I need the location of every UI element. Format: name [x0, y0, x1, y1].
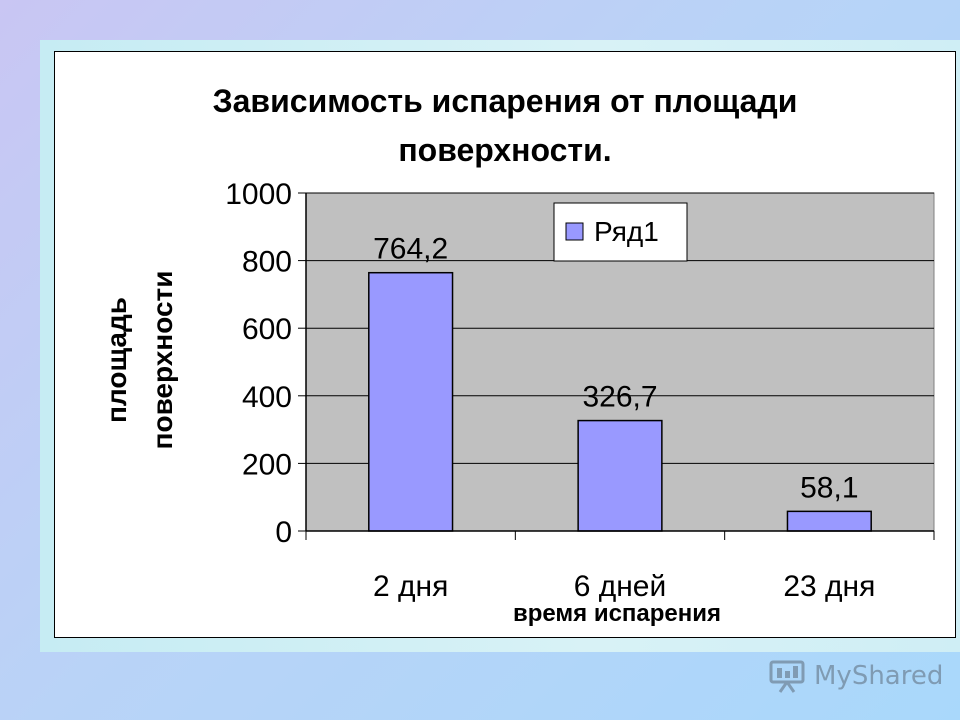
- x-tick-label: 6 дней: [574, 570, 667, 603]
- x-axis-label: время испарения: [513, 600, 721, 627]
- presentation-icon: [769, 660, 805, 693]
- bar: [577, 419, 663, 532]
- bars: [368, 271, 872, 532]
- bar-data-label: 764,2: [373, 233, 448, 266]
- bar: [786, 510, 872, 532]
- y-tick-label: 400: [242, 381, 292, 414]
- x-tick-label: 2 дня: [373, 570, 448, 603]
- x-tick-label: 23 дня: [783, 570, 875, 603]
- data-labels: 764,2 326,7 58,1: [373, 233, 858, 505]
- y-tick-label: 1000: [225, 178, 292, 211]
- y-tick-label: 600: [242, 313, 292, 346]
- legend-series-label: Ряд1: [594, 216, 659, 247]
- y-tick-labels: 0 200 400 600 800 1000: [225, 178, 292, 549]
- legend: Ряд1: [553, 202, 688, 262]
- bar-data-label: 326,7: [582, 381, 657, 414]
- chart-title-line-2: поверхности.: [398, 132, 611, 168]
- y-axis-label-line-1: площадь: [101, 297, 132, 423]
- x-tick-labels: 2 дня 6 дней 23 дня: [373, 570, 875, 603]
- chart-title-line-1: Зависимость испарения от площади: [213, 83, 798, 119]
- y-tick-label: 800: [242, 246, 292, 279]
- bar: [368, 271, 454, 532]
- bar-data-label: 58,1: [800, 471, 858, 504]
- y-tick-label: 200: [242, 448, 292, 481]
- legend-swatch: [565, 222, 584, 241]
- y-axis-label-line-2: поверхности: [147, 271, 178, 450]
- y-tick-label: 0: [275, 516, 292, 549]
- watermark: MyShared: [768, 656, 943, 696]
- watermark-text: MyShared: [814, 661, 944, 691]
- axes: [298, 192, 935, 540]
